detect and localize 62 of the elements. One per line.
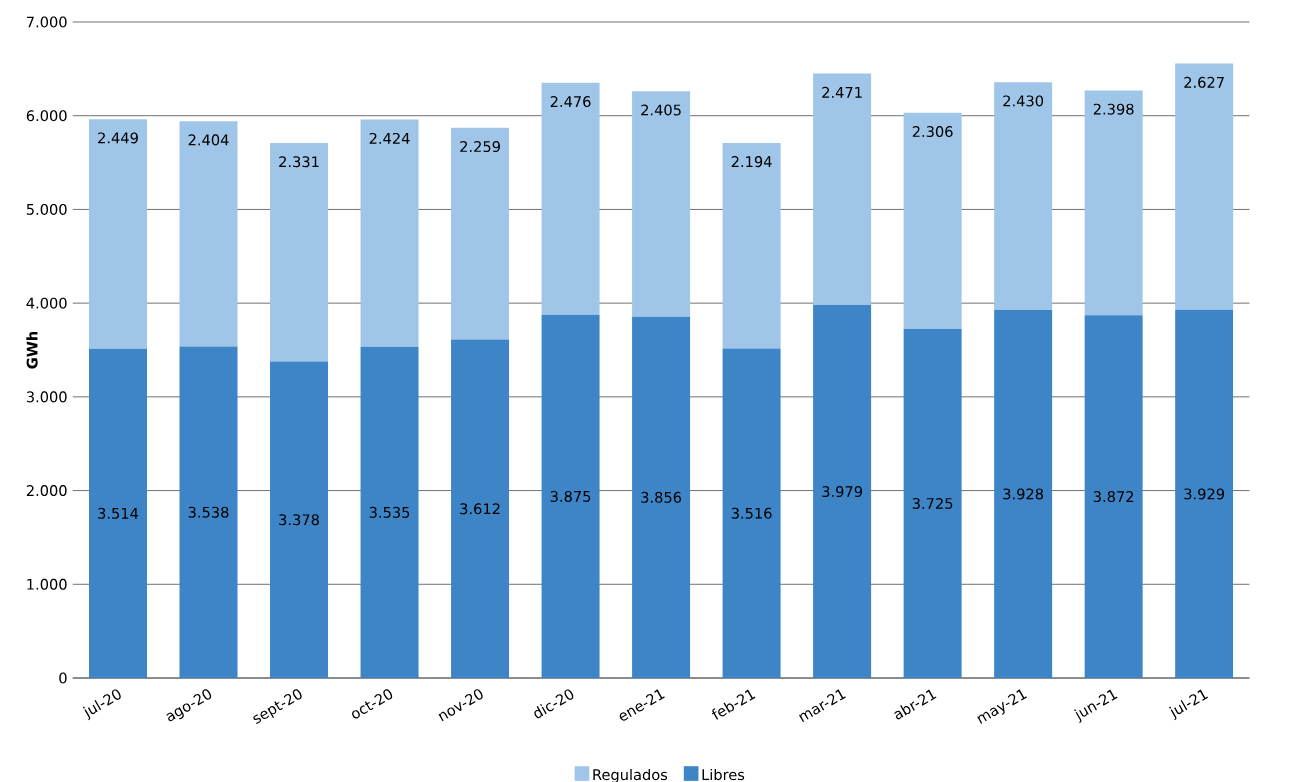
bar	[541, 82, 600, 315]
data-label: 3.725	[912, 497, 953, 509]
data-label: 2.405	[641, 104, 681, 116]
bar	[1175, 63, 1234, 310]
y-tick-label: 0	[59, 672, 67, 684]
bar	[360, 346, 419, 678]
bar	[270, 142, 329, 362]
y-tick-label: 1.000	[27, 578, 67, 590]
bar	[179, 346, 238, 678]
bar	[360, 119, 419, 347]
data-label: 3.929	[1184, 488, 1225, 500]
data-label: 2.259	[460, 141, 500, 153]
y-tick-label: 6.000	[26, 110, 67, 122]
data-label: 2.471	[822, 86, 862, 98]
bar	[722, 142, 781, 349]
bar	[270, 361, 329, 678]
bar	[903, 112, 962, 329]
bar	[722, 348, 781, 678]
data-label: 2.449	[98, 132, 138, 144]
bar	[179, 121, 238, 347]
bar	[994, 82, 1053, 310]
data-label: 2.306	[912, 126, 953, 138]
data-label: 3.514	[98, 507, 139, 519]
data-label: 3.928	[1003, 488, 1044, 500]
data-label: 2.331	[279, 156, 319, 168]
bar	[89, 119, 147, 349]
bar	[903, 328, 962, 678]
bar	[813, 73, 872, 306]
data-label: 2.476	[550, 96, 591, 108]
y-tick-label: 2.000	[26, 485, 67, 497]
bar	[1084, 315, 1143, 678]
data-label: 3.516	[731, 507, 772, 519]
y-tick-label: 7.000	[26, 16, 67, 28]
legend-label: Libres	[702, 768, 745, 781]
data-label: 3.612	[460, 503, 500, 515]
data-label: 3.856	[641, 491, 682, 503]
bar	[451, 339, 510, 678]
data-label: 2.194	[731, 156, 772, 168]
y-axis-title: GWh	[26, 331, 38, 369]
bar	[1084, 90, 1143, 316]
data-label: 2.430	[1003, 95, 1044, 107]
bar	[994, 309, 1053, 678]
bar	[1175, 309, 1234, 678]
data-label: 3.875	[550, 490, 591, 502]
bar	[451, 127, 510, 340]
bar	[632, 91, 691, 317]
data-label: 3.535	[369, 506, 410, 518]
data-label: 3.872	[1093, 491, 1134, 503]
y-tick-label: 5.000	[26, 203, 67, 215]
y-tick-label: 4.000	[26, 297, 67, 309]
bar	[89, 348, 147, 678]
data-label: 2.404	[188, 134, 229, 146]
data-label: 3.979	[822, 486, 862, 498]
data-label: 2.627	[1184, 76, 1224, 88]
data-label: 2.398	[1093, 103, 1134, 115]
bar	[813, 305, 872, 678]
data-label: 2.424	[369, 132, 410, 144]
data-label: 3.378	[279, 514, 319, 526]
data-label: 3.538	[188, 506, 229, 518]
y-tick-label: 3.000	[26, 391, 67, 403]
bar	[632, 316, 691, 678]
bar	[541, 314, 600, 678]
